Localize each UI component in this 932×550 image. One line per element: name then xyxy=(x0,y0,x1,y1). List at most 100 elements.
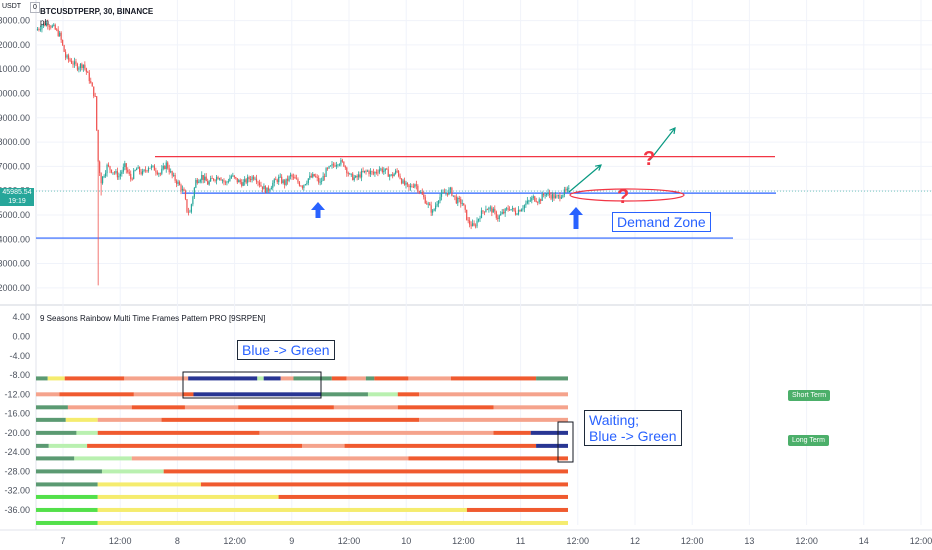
arrow-head xyxy=(569,207,583,215)
candle-body xyxy=(180,185,182,191)
candle-body xyxy=(118,176,120,178)
price-levels xyxy=(36,156,932,239)
candle-body xyxy=(472,223,474,227)
time-tick-label: 9 xyxy=(289,536,294,546)
candle-body xyxy=(473,223,475,226)
candle-body xyxy=(94,96,96,97)
symbol-title[interactable]: BTCUSDTPERP, 30, BINANCE xyxy=(40,7,154,16)
candle-body xyxy=(235,177,237,179)
candle-body xyxy=(229,178,231,182)
candle-body xyxy=(167,162,169,169)
candle-body xyxy=(285,178,287,185)
candle-body xyxy=(263,185,265,190)
candle-body xyxy=(211,178,213,179)
band-segment xyxy=(280,376,294,381)
time-tick-label: 12:00 xyxy=(795,536,818,546)
candle-body xyxy=(202,175,204,181)
candle-body xyxy=(412,186,414,188)
candle-body xyxy=(159,173,161,175)
price-tick-label: 43000.00 xyxy=(0,259,30,269)
time-axis[interactable]: 7 12:00 8 12:00 9 12:00 10 12:00 11 12:00 12 12:00 1… xyxy=(60,536,932,546)
band-segment xyxy=(278,494,568,499)
candle-body xyxy=(152,165,154,167)
candle-body xyxy=(513,208,515,211)
candle-body xyxy=(393,173,395,177)
candle-body xyxy=(279,176,281,178)
candle-body xyxy=(261,186,264,190)
candle-body xyxy=(264,185,266,193)
time-tick-label: 12:00 xyxy=(567,536,590,546)
band-segment xyxy=(36,456,75,461)
price-axis[interactable]: 53000.00 52000.00 51000.00 50000.00 49000.00… xyxy=(0,16,30,293)
last-price-badge: 45985.54 19:19 xyxy=(0,188,34,206)
candle-body xyxy=(474,225,477,227)
candle-body xyxy=(144,169,147,171)
indicator-title[interactable]: 9 Seasons Rainbow Multi Time Frames Patt… xyxy=(40,314,266,323)
candle-body xyxy=(183,189,185,191)
candle-body xyxy=(96,96,98,130)
band-segment xyxy=(74,456,132,461)
band-segment xyxy=(36,376,48,381)
candle-body xyxy=(347,173,349,174)
candle-body xyxy=(375,172,377,173)
candles xyxy=(36,19,570,286)
candle-body xyxy=(374,172,376,174)
candle-body xyxy=(224,181,227,183)
candle-body xyxy=(483,211,486,213)
band-segment xyxy=(374,376,409,381)
up-arrow-1 xyxy=(311,202,325,218)
candle-body xyxy=(554,195,557,199)
candle-body xyxy=(480,210,483,219)
candle-body xyxy=(85,68,87,72)
arrow-line xyxy=(649,127,676,161)
candle-body xyxy=(417,185,419,192)
band-segment xyxy=(408,456,568,461)
candle-body xyxy=(440,192,443,197)
band-segment xyxy=(36,494,98,499)
candle-body xyxy=(104,173,107,177)
candle-body xyxy=(415,184,417,186)
candle-body xyxy=(350,173,352,175)
indicator-axis[interactable]: 4.00 0.00 -4.00 -8.00 -12.00 -16.00 -20.00 -24.… xyxy=(4,312,30,515)
candle-body xyxy=(150,166,153,169)
arrow-line xyxy=(568,164,602,193)
candle-body xyxy=(141,171,144,175)
candle-body xyxy=(460,199,462,204)
candle-body xyxy=(153,165,155,171)
candle-body xyxy=(121,171,123,174)
candle-body xyxy=(51,25,53,28)
candle-body xyxy=(562,194,564,198)
candle-body xyxy=(69,59,71,61)
candle-body xyxy=(168,168,170,173)
time-tick-label: 12:00 xyxy=(452,536,475,546)
candle-body xyxy=(531,197,533,201)
candle-body xyxy=(310,175,312,178)
band-segment xyxy=(184,405,239,410)
candle-body xyxy=(260,185,262,187)
candle-body xyxy=(359,174,361,178)
indicator-tick-label: -32.00 xyxy=(4,486,30,496)
time-tick-label: 12:00 xyxy=(338,536,361,546)
candle-body xyxy=(486,209,488,211)
candle-body xyxy=(455,196,457,204)
candle-body xyxy=(245,179,247,183)
band-segment xyxy=(36,392,60,397)
candle-body xyxy=(384,168,386,171)
candle-body xyxy=(326,168,329,169)
candle-body xyxy=(161,168,163,174)
candle-body xyxy=(560,197,562,199)
candle-body xyxy=(238,180,240,183)
candle-body xyxy=(346,167,348,174)
band-segment xyxy=(97,430,260,435)
candle-body xyxy=(454,195,456,197)
candle-body xyxy=(389,175,391,177)
currency-menu[interactable]: 0 xyxy=(30,2,40,13)
band-segment xyxy=(182,392,194,397)
band-segment xyxy=(131,456,409,461)
candle-body xyxy=(195,179,197,188)
candle-body xyxy=(297,179,299,183)
candle-body xyxy=(165,162,167,169)
last-price: 45985.54 xyxy=(2,189,32,196)
candle-body xyxy=(134,170,136,171)
